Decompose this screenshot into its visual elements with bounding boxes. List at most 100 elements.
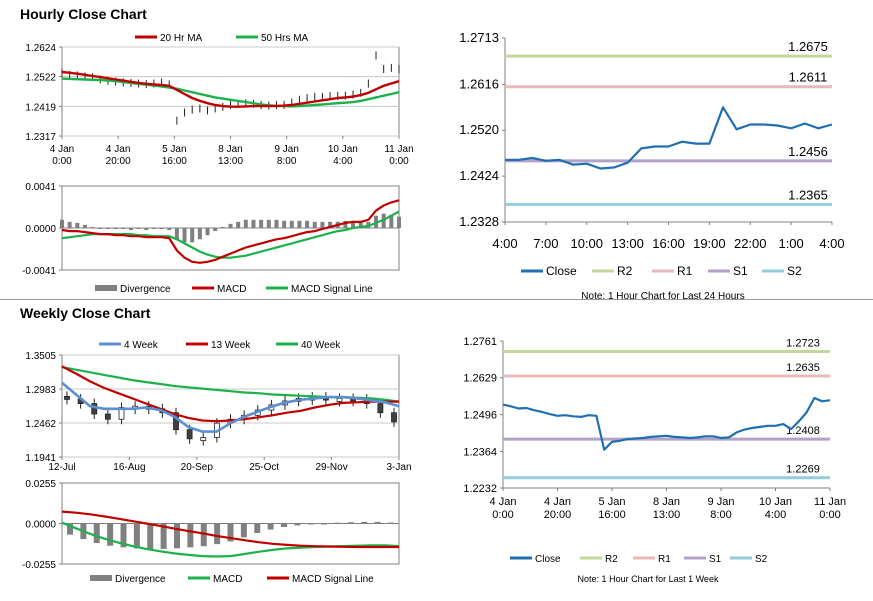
- hourly-pivot-xtick-0-0: 4:00: [492, 236, 517, 251]
- hourly-divergence-bar: [297, 220, 302, 228]
- weekly-pivot-level-r1-label: 1.2635: [786, 362, 820, 374]
- weekly-pivot-xtick-6-0: 11 Jan: [814, 496, 846, 508]
- hourly-pivot-ytick-2: 1.2520: [459, 122, 499, 137]
- weekly-price-xtick-3-0: 25-Oct: [249, 462, 279, 473]
- weekly-4-week-line: [61, 381, 400, 433]
- weekly-pivot-level-r2-label: 1.2723: [786, 338, 820, 350]
- hourly-price-xtick-6-0: 11 Jan: [384, 144, 413, 155]
- weekly-price-legend-label-1: 13 Week: [211, 340, 251, 351]
- hourly-pivot-xtick-5-0: 19:00: [693, 236, 726, 251]
- hourly-price-xtick-0-1: 0:00: [52, 156, 72, 167]
- weekly-price-legend-label-0: 4 Week: [124, 340, 159, 351]
- hourly-divergence-bar: [266, 219, 271, 228]
- hourly-pivot-xtick-1-0: 7:00: [533, 236, 558, 251]
- hourly-price-xtick-4-1: 8:00: [277, 156, 297, 167]
- hourly-divergence-bar: [220, 226, 225, 228]
- hourly-pivot-xtick-8-0: 4:00: [819, 236, 844, 251]
- hourly-divergence-bar: [67, 221, 72, 228]
- hourly-divergence-bar: [60, 219, 64, 228]
- weekly-divergence-bar: [187, 523, 194, 548]
- weekly-candle-body: [104, 413, 111, 420]
- hourly-divergence-bar: [82, 224, 87, 228]
- hourly-pivot-xtick-3-0: 13:00: [611, 236, 644, 251]
- hourly-divergence-bar: [236, 221, 241, 228]
- hourly-price-ytick-3: 1.2317: [25, 132, 56, 143]
- hourly-50hr-ma-line: [61, 77, 400, 108]
- hourly-price-xtick-3-0: 8 Jan: [218, 144, 242, 155]
- weekly-price-xtick-4-0: 29-Nov: [315, 462, 347, 473]
- weekly-price-ytick-0: 1.3505: [25, 351, 56, 362]
- hourly-divergence-bar: [98, 228, 103, 229]
- weekly-pivot-legend-label-0: Close: [535, 554, 561, 565]
- hourly-pivot-legend-label-3: S1: [733, 264, 748, 278]
- hourly-price-xtick-5-0: 10 Jan: [328, 144, 358, 155]
- hourly-divergence-bar: [228, 223, 233, 228]
- weekly-divergence-bar: [147, 523, 154, 549]
- weekly-pivot-xtick-2-1: 16:00: [598, 509, 626, 521]
- hourly-divergence-bar: [259, 219, 264, 228]
- weekly-pivot-xtick-3-0: 8 Jan: [653, 496, 680, 508]
- weekly-pivot-xtick-0-0: 4 Jan: [490, 496, 517, 508]
- hourly-macd-legend-swatch-0: [95, 285, 117, 291]
- weekly-divergence-bar: [388, 522, 394, 524]
- weekly-macd-ytick-2: -0.0255: [22, 560, 56, 571]
- weekly-divergence-bar: [120, 523, 127, 548]
- hourly-price-ytick-2: 1.2419: [25, 102, 56, 113]
- weekly-macd-legend-label-2: MACD Signal Line: [292, 574, 374, 585]
- hourly-pivot-level-r2-label: 1.2675: [788, 39, 828, 54]
- weekly-divergence-bar: [334, 522, 341, 524]
- hourly-divergence-bar: [274, 219, 279, 228]
- hourly-divergence-bar: [305, 220, 310, 228]
- hourly-price-xtick-5-1: 4:00: [333, 156, 353, 167]
- weekly-divergence-bar: [294, 523, 301, 526]
- weekly-pivot-xtick-4-1: 8:00: [710, 509, 731, 521]
- hourly-divergence-bar: [328, 221, 333, 228]
- hourly-divergence-bar: [397, 216, 401, 228]
- hourly-macd-ytick-0: 0.0041: [25, 182, 56, 193]
- hourly-divergence-bar: [320, 221, 325, 228]
- hourly-divergence-bar: [289, 220, 294, 228]
- hourly-pivot-legend-label-0: Close: [546, 264, 577, 278]
- hourly-divergence-bar: [197, 228, 202, 240]
- weekly-divergence-bar: [133, 523, 140, 549]
- hourly-pivot-legend-label-4: S2: [787, 264, 802, 278]
- weekly-candle-body: [91, 403, 98, 415]
- weekly-candle-body: [64, 396, 70, 400]
- hourly-pivot-legend-label-2: R1: [677, 264, 693, 278]
- hourly-price-xtick-0-0: 4 Jan: [50, 144, 74, 155]
- hourly-price-xtick-1-0: 4 Jan: [106, 144, 130, 155]
- hourly-macd-ytick-1: 0.0000: [25, 224, 56, 235]
- hourly-pivot-ytick-4: 1.2328: [459, 214, 499, 229]
- hourly-pivot-level-r1-label: 1.2611: [789, 70, 828, 85]
- weekly-price-xtick-2-0: 20-Sep: [181, 462, 214, 473]
- hourly-pivot-level-s1-label: 1.2456: [788, 144, 828, 159]
- weekly-macd-ytick-0: 0.0255: [25, 479, 56, 490]
- hourly-divergence-bar: [282, 220, 287, 228]
- hourly-divergence-bar: [128, 228, 133, 231]
- hourly-macd-legend-label-2: MACD Signal Line: [291, 284, 373, 295]
- hourly-divergence-bar: [389, 214, 394, 228]
- hourly-price-xtick-4-0: 9 Jan: [274, 144, 298, 155]
- hourly-price-ytick-0: 1.2624: [25, 43, 56, 54]
- hourly-macd-legend-label-0: Divergence: [120, 284, 171, 295]
- weekly-13-week-line: [61, 365, 399, 423]
- hourly-section-title: Hourly Close Chart: [20, 6, 147, 22]
- weekly-pivot-legend-label-2: R1: [658, 554, 671, 565]
- weekly-pivot-ytick-0: 1.2761: [463, 336, 497, 348]
- weekly-price-ytick-3: 1.1941: [25, 453, 56, 464]
- hourly-divergence-bar: [182, 228, 187, 243]
- weekly-divergence-bar: [347, 522, 354, 524]
- weekly-pivot-xtick-2-0: 5 Jan: [599, 496, 626, 508]
- weekly-candle-body: [186, 429, 193, 440]
- weekly-section-title: Weekly Close Chart: [20, 305, 151, 321]
- hourly-pivot-legend-label-1: R2: [617, 264, 633, 278]
- weekly-divergence-bar: [361, 521, 368, 524]
- hourly-divergence-bar: [351, 221, 356, 228]
- hourly-divergence-bar: [151, 228, 156, 230]
- weekly-divergence-bar: [174, 523, 180, 549]
- weekly-pivot-xtick-5-0: 10 Jan: [759, 496, 792, 508]
